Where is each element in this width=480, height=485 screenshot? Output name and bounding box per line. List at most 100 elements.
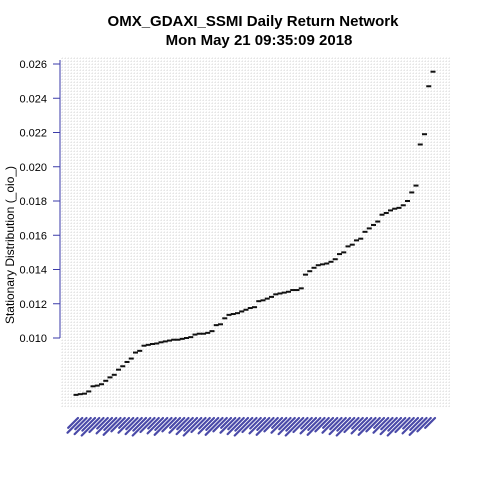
- data-point: [247, 307, 253, 310]
- x-tick-label: [256, 416, 271, 431]
- data-point: [77, 393, 83, 396]
- y-tick-label: 0.024: [19, 93, 47, 105]
- data-point: [337, 253, 342, 256]
- data-point: [86, 390, 92, 393]
- data-point: [324, 262, 330, 265]
- x-tick-label: [277, 416, 296, 436]
- x-tick-label: [263, 416, 279, 433]
- chart-title: OMX_GDAXI_SSMI Daily Return Network: [108, 13, 400, 30]
- x-tick-label: [124, 416, 143, 436]
- y-tick-label: 0.018: [19, 196, 47, 208]
- data-point: [354, 239, 359, 242]
- x-tick-label: [227, 416, 241, 431]
- y-tick-label: 0.026: [19, 59, 47, 71]
- data-point: [201, 332, 206, 335]
- x-tick-label: [373, 416, 386, 429]
- x-tick-label: [408, 416, 428, 436]
- data-point: [90, 385, 96, 388]
- x-tick-label: [88, 416, 105, 434]
- data-point: [405, 200, 410, 202]
- data-point: [362, 230, 368, 233]
- data-point: [179, 337, 185, 340]
- data-point: [269, 295, 274, 298]
- y-tick-label: 0.016: [19, 230, 47, 242]
- data-point: [371, 223, 376, 226]
- x-tick-label: [212, 416, 228, 433]
- x-tick-label: [314, 416, 330, 433]
- data-point: [392, 207, 398, 210]
- x-tick-label: [350, 416, 369, 435]
- x-tick-label: [394, 416, 411, 434]
- x-tick-label: [182, 416, 203, 437]
- data-point: [124, 360, 130, 363]
- data-point: [73, 393, 79, 396]
- data-point: [162, 340, 168, 343]
- data-point: [286, 290, 291, 293]
- data-point: [145, 343, 151, 346]
- x-tick-label: [372, 416, 390, 434]
- x-tick-label: [270, 416, 288, 434]
- x-tick-label: [329, 416, 343, 431]
- x-tick-label: [226, 416, 245, 436]
- x-tick-label: [153, 416, 173, 436]
- data-point: [290, 289, 296, 292]
- x-tick-label: [336, 416, 352, 432]
- x-tick-label: [233, 416, 254, 437]
- x-tick-labels: [66, 416, 437, 437]
- data-point: [82, 392, 87, 395]
- x-tick-label: [73, 416, 92, 436]
- x-tick-label: [74, 416, 88, 431]
- y-tick-label: 0.012: [19, 299, 47, 311]
- data-point: [120, 365, 126, 368]
- data-point: [137, 349, 143, 352]
- x-tick-label: [103, 416, 118, 431]
- x-tick-label: [110, 416, 126, 433]
- data-point: [273, 293, 279, 296]
- data-point: [320, 263, 325, 266]
- data-point: [133, 351, 138, 354]
- x-tick-label: [102, 416, 122, 436]
- y-axis-title: Stationary Distribution (_oio_): [3, 166, 17, 324]
- data-point: [188, 336, 194, 339]
- data-point: [311, 266, 317, 269]
- data-point: [341, 251, 347, 254]
- x-tick-label: [169, 416, 182, 429]
- x-tick-label: [292, 416, 309, 434]
- x-tick-label: [278, 416, 292, 431]
- x-tick-label: [379, 416, 398, 436]
- x-tick-label: [285, 416, 301, 432]
- data-point: [417, 143, 423, 146]
- data-points: [73, 70, 436, 396]
- data-point: [260, 299, 266, 302]
- x-tick-label: [307, 416, 322, 431]
- x-tick-label: [387, 416, 403, 432]
- x-tick-label: [220, 416, 233, 429]
- x-tick-label: [299, 416, 318, 435]
- x-tick-label: [146, 416, 165, 435]
- x-tick-label: [205, 416, 220, 431]
- data-point: [264, 297, 270, 300]
- x-tick-label: [271, 416, 284, 429]
- x-tick-label: [234, 416, 250, 432]
- x-tick-label: [81, 416, 97, 432]
- data-point: [430, 70, 436, 73]
- chart-subtitle: Mon May 21 09:35:09 2018: [166, 32, 353, 49]
- y-tick-label: 0.014: [19, 265, 47, 277]
- data-point: [209, 330, 215, 333]
- data-point: [383, 211, 389, 214]
- data-point: [358, 237, 364, 240]
- x-tick-label: [117, 416, 135, 434]
- data-point: [256, 300, 262, 303]
- data-point: [235, 312, 240, 315]
- data-point: [332, 258, 338, 261]
- data-point: [175, 338, 181, 341]
- x-tick-label: [132, 416, 148, 432]
- data-point: [349, 243, 355, 246]
- x-tick-label: [147, 416, 160, 430]
- x-tick-label: [424, 416, 437, 429]
- data-point: [422, 133, 427, 136]
- x-tick-label: [95, 416, 114, 435]
